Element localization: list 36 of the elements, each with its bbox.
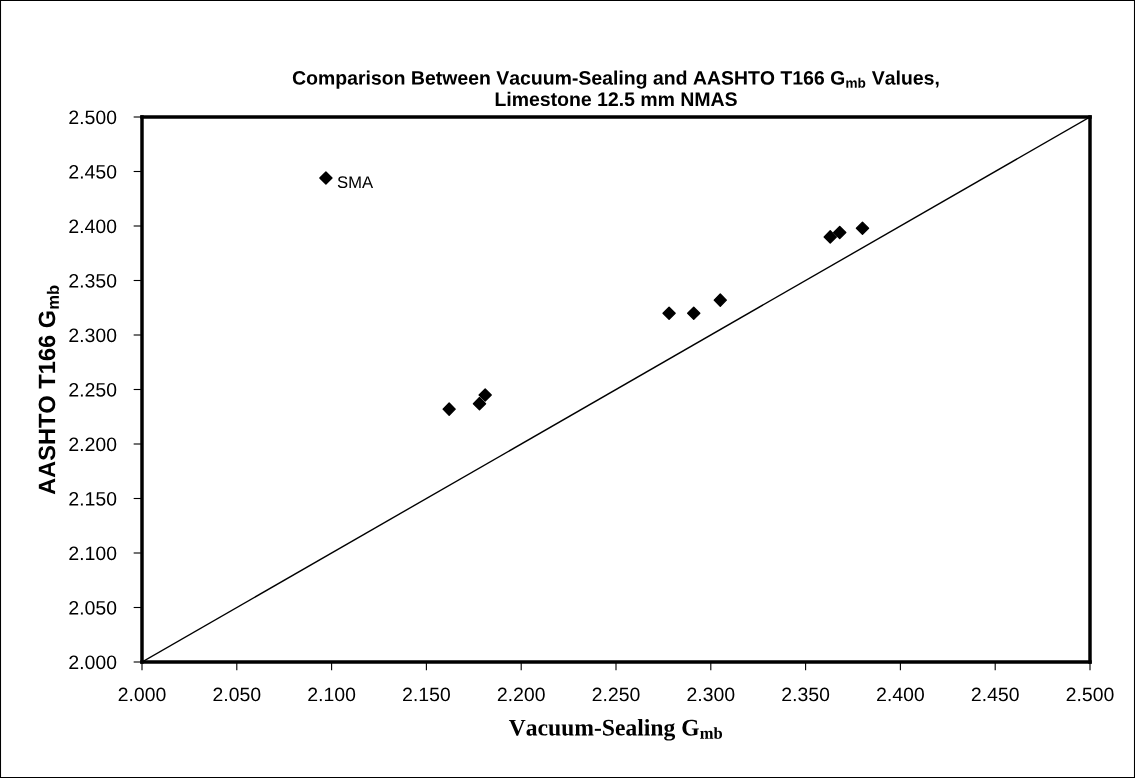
point xyxy=(662,306,676,320)
y-tick-label: 2.450 xyxy=(69,164,117,179)
x-tick-label: 2.150 xyxy=(403,687,450,702)
x-tick-label: 2.500 xyxy=(1066,687,1114,702)
y-tick-label: 2.500 xyxy=(69,110,117,125)
point xyxy=(442,402,456,416)
y-tick-label: 2.250 xyxy=(69,382,117,397)
point xyxy=(823,230,837,244)
x-tick-label: 2.050 xyxy=(213,687,261,702)
x-tick-label: 2.000 xyxy=(118,687,166,702)
point xyxy=(319,171,333,185)
annotation: SMA xyxy=(337,176,374,189)
x-tick-label: 2.300 xyxy=(687,687,735,702)
y-tick-label: 2.150 xyxy=(69,491,117,506)
point xyxy=(478,388,492,402)
y-tick-label: 2.050 xyxy=(69,600,117,615)
x-tick-label: 2.450 xyxy=(971,687,1019,702)
x-tick-label: 2.250 xyxy=(592,687,640,702)
point xyxy=(472,396,487,411)
y-tick-label: 2.300 xyxy=(69,328,117,343)
x-tick-label: 2.350 xyxy=(782,687,830,702)
point xyxy=(686,306,701,320)
y-tick-label: 2.200 xyxy=(69,437,117,452)
chart-title: Comparison Between Vacuum-Sealing and AASHTO T166 G$_{mb}$ Values, Limestone 12.5 mm NMAS xyxy=(292,70,939,107)
y-tick-label: 2.350 xyxy=(69,273,117,288)
point xyxy=(855,221,870,235)
point xyxy=(713,293,728,307)
y-tick-label: 2.400 xyxy=(69,219,117,234)
x-axis-title: Vacuum-Sealing G$_{mb}$ xyxy=(508,719,723,741)
y-axis-title: AASHTO T166 G$_{mb}$ xyxy=(38,285,59,495)
x-tick-label: 2.100 xyxy=(308,687,356,702)
x-tick-label: 2.200 xyxy=(497,687,545,702)
x-tick-label: 2.400 xyxy=(877,687,924,702)
y-tick-label: 2.000 xyxy=(69,655,117,670)
point xyxy=(832,225,847,240)
y-tick-label: 2.100 xyxy=(69,546,117,561)
